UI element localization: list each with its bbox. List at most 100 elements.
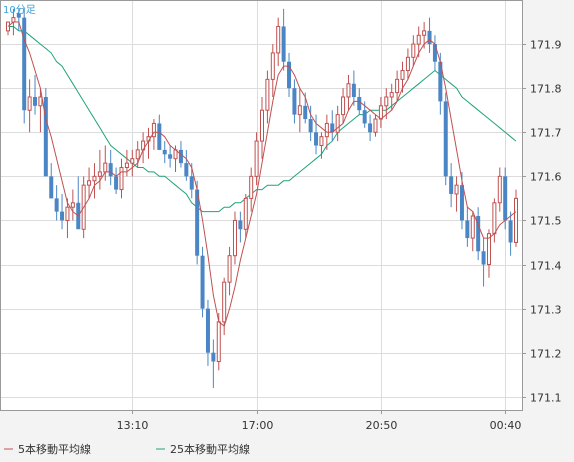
candle-body-down — [465, 220, 470, 239]
candle-body-down — [476, 216, 481, 252]
x-tick-label: 13:10 — [117, 419, 149, 432]
candle-body-up — [270, 52, 275, 80]
candle-body-down — [238, 220, 243, 230]
grid-lines — [1, 1, 522, 410]
candle-body-down — [432, 44, 437, 62]
candle-body-down — [438, 61, 443, 102]
candle-body-up — [395, 78, 400, 94]
x-tick-label: 17:00 — [242, 419, 274, 432]
candle-body-up — [341, 96, 346, 116]
candle-body-up — [384, 96, 389, 107]
y-axis-ticks: 171.1 171.2 171.3 171.4 171.5 171.6 171.7 171.8… — [522, 39, 562, 405]
candle-body-up — [416, 34, 421, 45]
candle-body-up — [514, 197, 518, 243]
candle-body-up — [276, 25, 281, 54]
candle-body-down — [481, 251, 486, 265]
candle-body-up — [70, 202, 75, 208]
candle-body-up — [249, 175, 254, 199]
candle-body-up — [103, 162, 108, 173]
candle-body-down — [443, 101, 448, 177]
candle-body-down — [33, 96, 38, 106]
candle-body-down — [205, 308, 210, 353]
candle-body-down — [114, 176, 119, 190]
candle-body-up — [119, 167, 124, 191]
ma25-line — [8, 26, 517, 213]
candle-body-down — [357, 96, 362, 111]
candle-body-down — [427, 30, 432, 45]
candle-body-down — [189, 176, 194, 190]
candle-body-up — [411, 43, 416, 58]
candle-body-down — [195, 189, 200, 256]
candle-body-up — [324, 122, 329, 138]
candle-body-up — [346, 83, 351, 98]
candle-body-up — [130, 158, 135, 164]
y-tick-label: 171.3 — [530, 304, 562, 317]
candle-body-down — [211, 352, 216, 362]
candle-body-down — [368, 123, 373, 133]
candle-body-down — [281, 26, 286, 62]
candle-body-down — [49, 176, 54, 199]
candle-body-down — [54, 198, 59, 212]
candle-body-up — [497, 175, 502, 204]
candle-body-down — [16, 13, 21, 18]
candle-body-down — [43, 96, 48, 177]
candle-body-up — [27, 96, 32, 111]
x-tick-label: 20:50 — [366, 419, 398, 432]
y-tick-label: 171.6 — [530, 171, 562, 184]
candle-body-up — [373, 118, 378, 133]
candle-body-up — [422, 30, 427, 36]
candle-body-up — [243, 197, 248, 230]
candle-body-up — [492, 202, 497, 235]
y-tick-label: 171.2 — [530, 348, 562, 361]
candle-body-up — [297, 105, 302, 116]
candle-body-down — [308, 119, 313, 133]
y-tick-label: 171.4 — [530, 260, 562, 273]
candle-body-up — [151, 122, 156, 138]
candle-body-up — [11, 17, 16, 23]
candle-body-up — [335, 114, 340, 133]
y-tick-label: 171.8 — [530, 83, 562, 96]
candles-group — [6, 8, 518, 388]
x-tick-label: 00:40 — [490, 419, 522, 432]
candle-body-down — [508, 220, 513, 243]
candle-body-up — [92, 175, 97, 182]
legend-ma25-label: 25本移動平均線 — [170, 442, 250, 456]
candle-body-up — [38, 96, 43, 107]
candle-body-down — [449, 176, 454, 194]
ma5-line — [7, 21, 517, 328]
candle-body-up — [400, 70, 405, 80]
candle-body-up — [232, 219, 237, 257]
candle-body-up — [97, 171, 102, 177]
candle-body-down — [503, 176, 508, 221]
candle-body-up — [405, 56, 410, 72]
candle-body-down — [351, 83, 356, 97]
candle-body-down — [200, 255, 205, 309]
candle-body-down — [287, 61, 292, 89]
candle-body-up — [470, 215, 475, 239]
candle-body-up — [319, 136, 324, 146]
candle-body-down — [162, 149, 167, 155]
candle-body-up — [87, 180, 92, 186]
candle-body-down — [459, 185, 464, 221]
timeframe-label: 10分足 — [3, 4, 36, 16]
candle-body-down — [108, 163, 113, 177]
y-tick-label: 171.7 — [530, 127, 562, 140]
candle-body-up — [260, 109, 264, 142]
candle-body-up — [389, 92, 394, 98]
candle-body-up — [124, 162, 129, 169]
candle-body-down — [178, 149, 183, 164]
candle-body-down — [60, 211, 65, 221]
y-tick-label: 171.1 — [530, 392, 562, 405]
candle-body-up — [254, 140, 259, 177]
legend: 5本移動平均線 25本移動平均線 — [4, 442, 250, 456]
candle-body-up — [486, 233, 491, 266]
candle-body-up — [65, 206, 70, 221]
candle-body-up — [454, 184, 459, 195]
candle-body-up — [135, 149, 140, 160]
ma5-line-group — [7, 21, 517, 328]
candle-body-down — [22, 17, 27, 111]
candle-body-up — [265, 78, 270, 111]
candle-body-down — [184, 163, 189, 177]
x-axis-ticks: 13:10 17:00 20:50 00:40 — [117, 410, 522, 432]
